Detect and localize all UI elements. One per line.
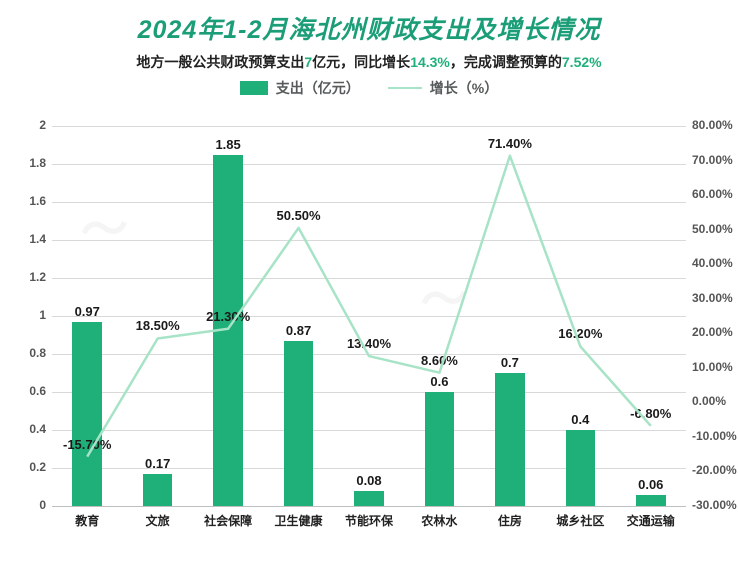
subtitle-highlight: 7.52% xyxy=(562,54,602,70)
subtitle-part: 亿元，同比增长 xyxy=(312,54,410,70)
bar-value-label: 0.17 xyxy=(128,456,188,471)
xtick-label: 文旅 xyxy=(124,512,192,529)
bar xyxy=(213,155,243,507)
ytick-right: -20.00% xyxy=(692,463,738,477)
gridline xyxy=(52,164,686,165)
ytick-left: 1.8 xyxy=(12,156,46,170)
subtitle-part: ，完成调整预算的 xyxy=(450,54,562,70)
xtick-label: 城乡社区 xyxy=(546,512,614,529)
chart-title: 2024年1-2月海北州财政支出及增长情况 xyxy=(14,10,724,46)
ytick-left: 0.6 xyxy=(12,384,46,398)
bar xyxy=(566,430,596,506)
ytick-left: 0.8 xyxy=(12,346,46,360)
bar xyxy=(425,392,455,506)
bar xyxy=(143,474,173,506)
ytick-right: 20.00% xyxy=(692,325,738,339)
growth-value-label: -15.70% xyxy=(53,437,121,452)
xtick-label: 住房 xyxy=(476,512,544,529)
ytick-right: 30.00% xyxy=(692,291,738,305)
gridline xyxy=(52,126,686,127)
bar-value-label: 0.06 xyxy=(621,477,681,492)
ytick-left: 1.2 xyxy=(12,270,46,284)
ytick-right: 50.00% xyxy=(692,222,738,236)
axis-baseline xyxy=(52,506,686,507)
bar xyxy=(495,373,525,506)
legend-label-bar: 支出（亿元） xyxy=(276,78,360,98)
ytick-right: -30.00% xyxy=(692,498,738,512)
ytick-right: 70.00% xyxy=(692,153,738,167)
gridline xyxy=(52,202,686,203)
ytick-right: 10.00% xyxy=(692,360,738,374)
bar-value-label: 0.7 xyxy=(480,355,540,370)
growth-value-label: 18.50% xyxy=(124,318,192,333)
xtick-label: 节能环保 xyxy=(335,512,403,529)
gridline xyxy=(52,392,686,393)
bar xyxy=(354,491,384,506)
legend-swatch-bar xyxy=(240,81,268,95)
legend-item-line: 增长（%） xyxy=(388,78,498,98)
bar-value-label: 0.87 xyxy=(269,323,329,338)
xtick-label: 卫生健康 xyxy=(265,512,333,529)
subtitle-part: 地方一般公共财政预算支出 xyxy=(136,54,304,70)
xtick-label: 社会保障 xyxy=(194,512,262,529)
plot-area: 00.20.40.60.811.21.41.61.82-30.00%-20.00… xyxy=(52,116,686,532)
ytick-left: 1.4 xyxy=(12,232,46,246)
bar-value-label: 0.4 xyxy=(550,412,610,427)
xtick-label: 教育 xyxy=(53,512,121,529)
bar-value-label: 1.85 xyxy=(198,137,258,152)
growth-value-label: 21.30% xyxy=(194,309,262,324)
gridline xyxy=(52,240,686,241)
legend-label-line: 增长（%） xyxy=(430,78,498,98)
ytick-right: 40.00% xyxy=(692,256,738,270)
ytick-right: -10.00% xyxy=(692,429,738,443)
legend-swatch-line xyxy=(388,87,422,89)
bar xyxy=(72,322,102,506)
chart-subtitle: 地方一般公共财政预算支出7亿元，同比增长14.3%，完成调整预算的7.52% xyxy=(14,52,724,72)
ytick-left: 0.4 xyxy=(12,422,46,436)
xtick-label: 农林水 xyxy=(405,512,473,529)
gridline xyxy=(52,316,686,317)
growth-value-label: 8.60% xyxy=(405,353,473,368)
growth-value-label: 16.20% xyxy=(546,326,614,341)
gridline xyxy=(52,278,686,279)
xtick-label: 交通运输 xyxy=(617,512,685,529)
bar xyxy=(284,341,314,506)
gridline xyxy=(52,354,686,355)
bar-value-label: 0.97 xyxy=(57,304,117,319)
chart-container: ～ ～ 2024年1-2月海北州财政支出及增长情况 地方一般公共财政预算支出7亿… xyxy=(0,0,738,582)
ytick-left: 1.6 xyxy=(12,194,46,208)
subtitle-highlight: 14.3% xyxy=(410,54,450,70)
ytick-left: 0 xyxy=(12,498,46,512)
ytick-left: 2 xyxy=(12,118,46,132)
growth-value-label: 71.40% xyxy=(476,136,544,151)
bar-value-label: 0.08 xyxy=(339,473,399,488)
ytick-left: 1 xyxy=(12,308,46,322)
bar-value-label: 0.6 xyxy=(409,374,469,389)
legend-item-bar: 支出（亿元） xyxy=(240,78,360,98)
growth-value-label: 13.40% xyxy=(335,336,403,351)
ytick-right: 0.00% xyxy=(692,394,738,408)
ytick-right: 80.00% xyxy=(692,118,738,132)
ytick-left: 0.2 xyxy=(12,460,46,474)
bar xyxy=(636,495,666,506)
growth-value-label: -6.80% xyxy=(617,406,685,421)
legend: 支出（亿元） 增长（%） xyxy=(14,78,724,98)
growth-value-label: 50.50% xyxy=(265,208,333,223)
ytick-right: 60.00% xyxy=(692,187,738,201)
